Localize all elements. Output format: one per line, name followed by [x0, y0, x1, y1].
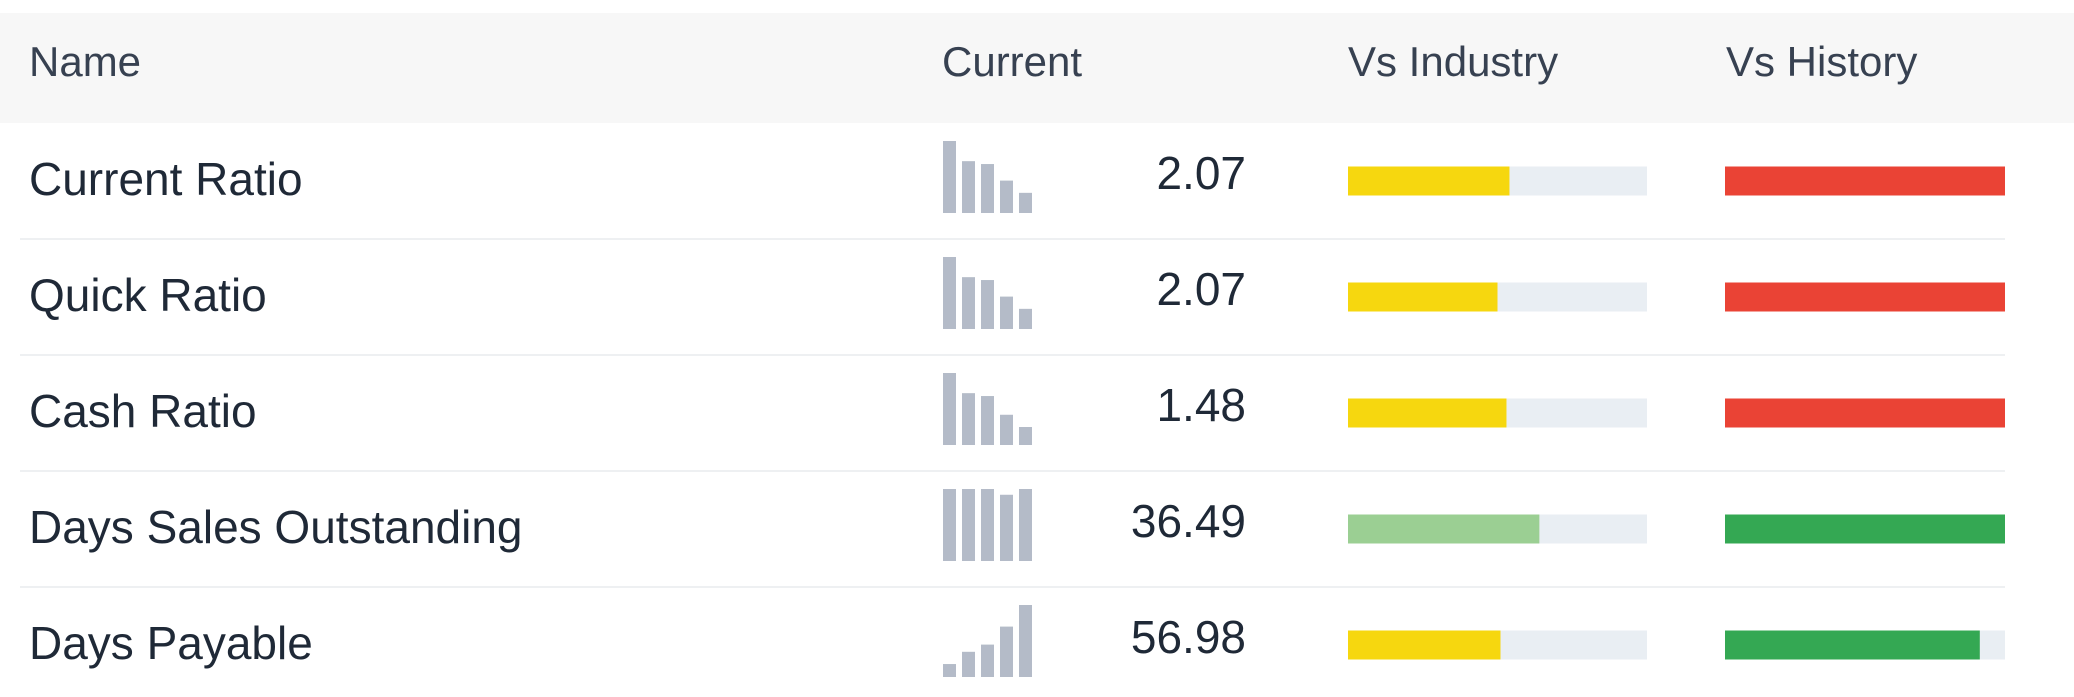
current-value: 36.49 — [1131, 495, 1246, 547]
sparkline-bar — [981, 280, 994, 329]
industry-bar — [1348, 630, 1501, 660]
sparkline-bar — [981, 489, 994, 561]
header-name: Name — [29, 38, 141, 85]
sparkline-bar — [943, 373, 956, 445]
sparkline-bar — [981, 396, 994, 445]
sparkline-bar — [943, 664, 956, 677]
sparkline-bar — [943, 257, 956, 329]
row-name: Quick Ratio — [29, 269, 267, 321]
industry-bar — [1348, 166, 1510, 196]
header-band — [0, 13, 2074, 123]
header-vs-industry: Vs Industry — [1348, 38, 1558, 85]
sparkline-bar — [1019, 192, 1032, 213]
sparkline-bar — [1000, 494, 1013, 561]
current-value: 2.07 — [1156, 263, 1246, 315]
sparkline-bar — [943, 489, 956, 561]
history-bar — [1725, 166, 2005, 196]
sparkline-bar — [962, 489, 975, 561]
sparkline-bar — [962, 393, 975, 445]
industry-bar — [1348, 398, 1507, 428]
current-value: 2.07 — [1156, 147, 1246, 199]
current-value: 56.98 — [1131, 611, 1246, 663]
industry-bar — [1348, 282, 1498, 312]
sparkline-bar — [962, 277, 975, 329]
sparkline-bar — [1019, 489, 1032, 561]
industry-bar — [1348, 514, 1540, 544]
sparkline-bar — [1000, 180, 1013, 213]
history-bar — [1725, 630, 1980, 660]
header-current: Current — [942, 38, 1082, 85]
header-vs-history: Vs History — [1726, 38, 1917, 85]
sparkline-bar — [981, 164, 994, 213]
current-value: 1.48 — [1156, 379, 1246, 431]
history-bar — [1725, 282, 2005, 312]
row-name: Days Sales Outstanding — [29, 501, 523, 553]
row-name: Current Ratio — [29, 153, 303, 205]
sparkline-bar — [1000, 296, 1013, 329]
sparkline-bar — [1019, 308, 1032, 329]
sparkline-bar — [1000, 626, 1013, 677]
row-name: Days Payable — [29, 617, 313, 669]
sparkline-bar — [1019, 605, 1032, 677]
sparkline-bar — [962, 161, 975, 213]
history-bar — [1725, 514, 2005, 544]
row-name: Cash Ratio — [29, 385, 257, 437]
history-bar — [1725, 398, 2005, 428]
sparkline-bar — [943, 141, 956, 213]
sparkline-bar — [962, 651, 975, 677]
sparkline-bar — [981, 644, 994, 677]
sparkline-bar — [1019, 427, 1032, 445]
sparkline-bar — [1000, 414, 1013, 445]
